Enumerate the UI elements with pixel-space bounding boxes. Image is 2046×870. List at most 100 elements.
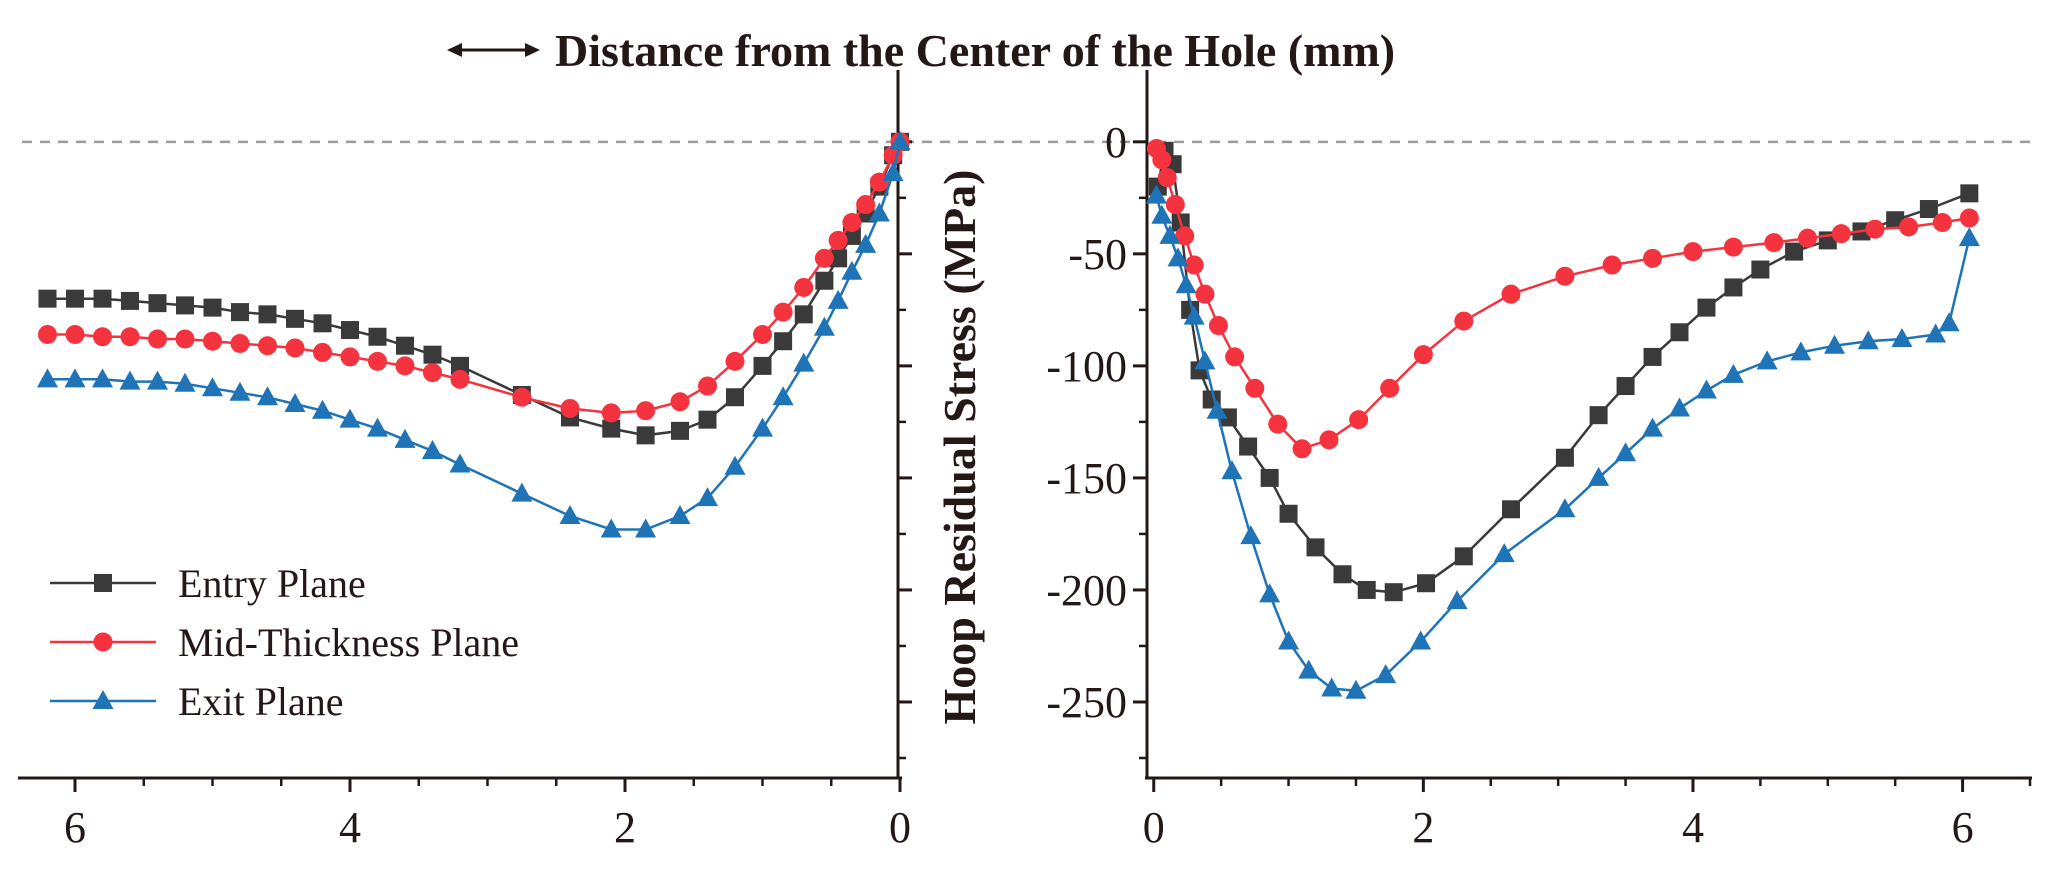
legend-entry-entry-plane: Entry Plane [50, 561, 366, 606]
left-exit-plane-point [882, 162, 904, 182]
left-entry-plane-point [148, 294, 167, 313]
legend-label: Entry Plane [178, 561, 366, 606]
right-mid-thickness-plane-point [1764, 233, 1784, 253]
right-mid-thickness-plane-point [1831, 224, 1851, 244]
left-exit-plane-point [229, 381, 251, 401]
left-exit-plane-point [119, 370, 141, 390]
right-exit-plane-point [1642, 417, 1664, 437]
right-entry-plane-point [1333, 565, 1352, 584]
left-entry-plane-point [66, 289, 84, 308]
right-exit-plane-point [1857, 330, 1879, 350]
left-mid-thickness-plane-point [560, 398, 580, 418]
left-mid-thickness-plane-point [636, 401, 656, 421]
left-entry-plane-point [698, 410, 717, 429]
right-exit-plane-point [1790, 341, 1812, 361]
legend-entry-mid-thickness-plane: Mid-Thickness Plane [50, 620, 519, 665]
legend: Entry Plane Mid-Thickness Plane Exit Plane [50, 561, 519, 724]
data-series [37, 130, 1980, 699]
left-mid-thickness-plane-point [230, 333, 250, 353]
right-entry-plane-point [1306, 538, 1325, 557]
left-exit-plane-point [37, 368, 58, 388]
right-entry-plane-point [1260, 468, 1279, 487]
left-exit-plane-point [697, 487, 718, 507]
right-exit-plane-point [1958, 227, 1980, 247]
right-mid-thickness-plane-point [1292, 439, 1312, 459]
left-mid-thickness-plane-point [698, 376, 717, 396]
left-entry-plane-point [93, 289, 112, 308]
right-mid-thickness-plane-point [1865, 219, 1885, 239]
right-x-tick-label: 4 [1682, 803, 1704, 852]
legend-entry-exit-plane: Exit Plane [50, 679, 344, 724]
left-exit-plane-point [174, 372, 196, 392]
right-exit-plane-point [1446, 590, 1468, 610]
left-exit-plane-point [868, 202, 890, 222]
left-mid-thickness-plane-point [512, 387, 532, 407]
right-exit-plane-point [1493, 543, 1515, 563]
left-entry-plane-point [815, 271, 834, 290]
right-exit-plane-point [1321, 677, 1343, 697]
left-entry-plane-point [671, 421, 689, 440]
left-exit-plane-point [449, 453, 471, 473]
right-exit-plane-point [1221, 460, 1243, 480]
left-exit-plane-point [312, 399, 333, 419]
right-series-mid-thickness-plane [1146, 139, 1979, 459]
right-exit-plane-point [1588, 466, 1610, 486]
right-mid-thickness-plane-point [1184, 255, 1204, 275]
right-mid-thickness-plane-point [1245, 378, 1265, 398]
left-exit-plane-point [202, 377, 223, 397]
right-mid-thickness-plane-point [1195, 284, 1215, 304]
right-mid-thickness-plane-point [1413, 345, 1433, 365]
left-mid-thickness-plane-point [450, 369, 470, 389]
right-mid-thickness-plane-point [1501, 284, 1521, 304]
left-entry-plane-point [231, 303, 249, 322]
right-entry-plane-point [1919, 200, 1938, 219]
y-tick-label: -100 [1046, 342, 1127, 391]
right-mid-thickness-plane-point [1643, 248, 1663, 268]
right-mid-thickness-plane-point [1319, 430, 1339, 450]
chart-text: Distance from the Center of the Hole (mm… [447, 25, 1395, 725]
right-mid-thickness-plane-point [1157, 168, 1177, 188]
right-mid-thickness-plane-point [1268, 414, 1288, 434]
left-entry-plane-point [203, 298, 222, 317]
left-entry-plane-point [341, 321, 359, 340]
right-exit-plane-point [1145, 184, 1167, 204]
right-exit-plane-point [1925, 323, 1947, 343]
left-series-exit-plane [37, 130, 911, 538]
left-entry-plane-point [794, 305, 813, 324]
right-entry-plane-point [1384, 583, 1403, 602]
legend-marker [92, 690, 114, 709]
right-x-tick-label: 0 [1143, 803, 1165, 852]
right-series-exit-plane [1145, 184, 1980, 699]
left-entry-plane-point [121, 291, 139, 310]
left-entry-plane-point [774, 332, 793, 351]
left-entry-plane-point [829, 249, 848, 268]
left-mid-thickness-plane-point [856, 195, 876, 215]
right-mid-thickness-plane-point [1932, 212, 1952, 232]
left-mid-thickness-plane-point [258, 336, 277, 356]
right-exit-plane-point [1695, 379, 1717, 399]
left-mid-thickness-plane-point [313, 342, 332, 362]
left-exit-plane-point [284, 392, 306, 412]
right-mid-thickness-plane-point [1349, 410, 1369, 430]
legend-marker [93, 632, 113, 652]
y-tick-label: -50 [1068, 230, 1127, 279]
axes: 6 4 2 0 0 2 4 6 0 -50 -100 -150 -200 -250 [18, 70, 2032, 852]
left-exit-plane-point [559, 505, 581, 525]
left-exit-plane-point [511, 482, 533, 502]
y-tick-label: -250 [1046, 678, 1127, 727]
y-axis-label: Hoop Residual Stress (MPa) [934, 170, 985, 725]
left-exit-plane-point [841, 260, 863, 280]
right-mid-thickness-plane-point [1959, 208, 1979, 228]
right-mid-thickness-plane-point [1225, 347, 1245, 367]
left-mid-thickness-plane-point [601, 403, 621, 423]
right-entry-plane-point [1555, 448, 1574, 467]
left-exit-plane-point [889, 130, 911, 150]
left-mid-thickness-plane-point [148, 329, 167, 349]
right-mid-thickness-plane-point [1555, 266, 1575, 286]
left-exit-plane-point [339, 408, 361, 428]
left-exit-plane-line [47, 141, 902, 531]
right-x-tick-label: 6 [1952, 803, 1974, 852]
right-entry-plane-point [1751, 260, 1770, 279]
